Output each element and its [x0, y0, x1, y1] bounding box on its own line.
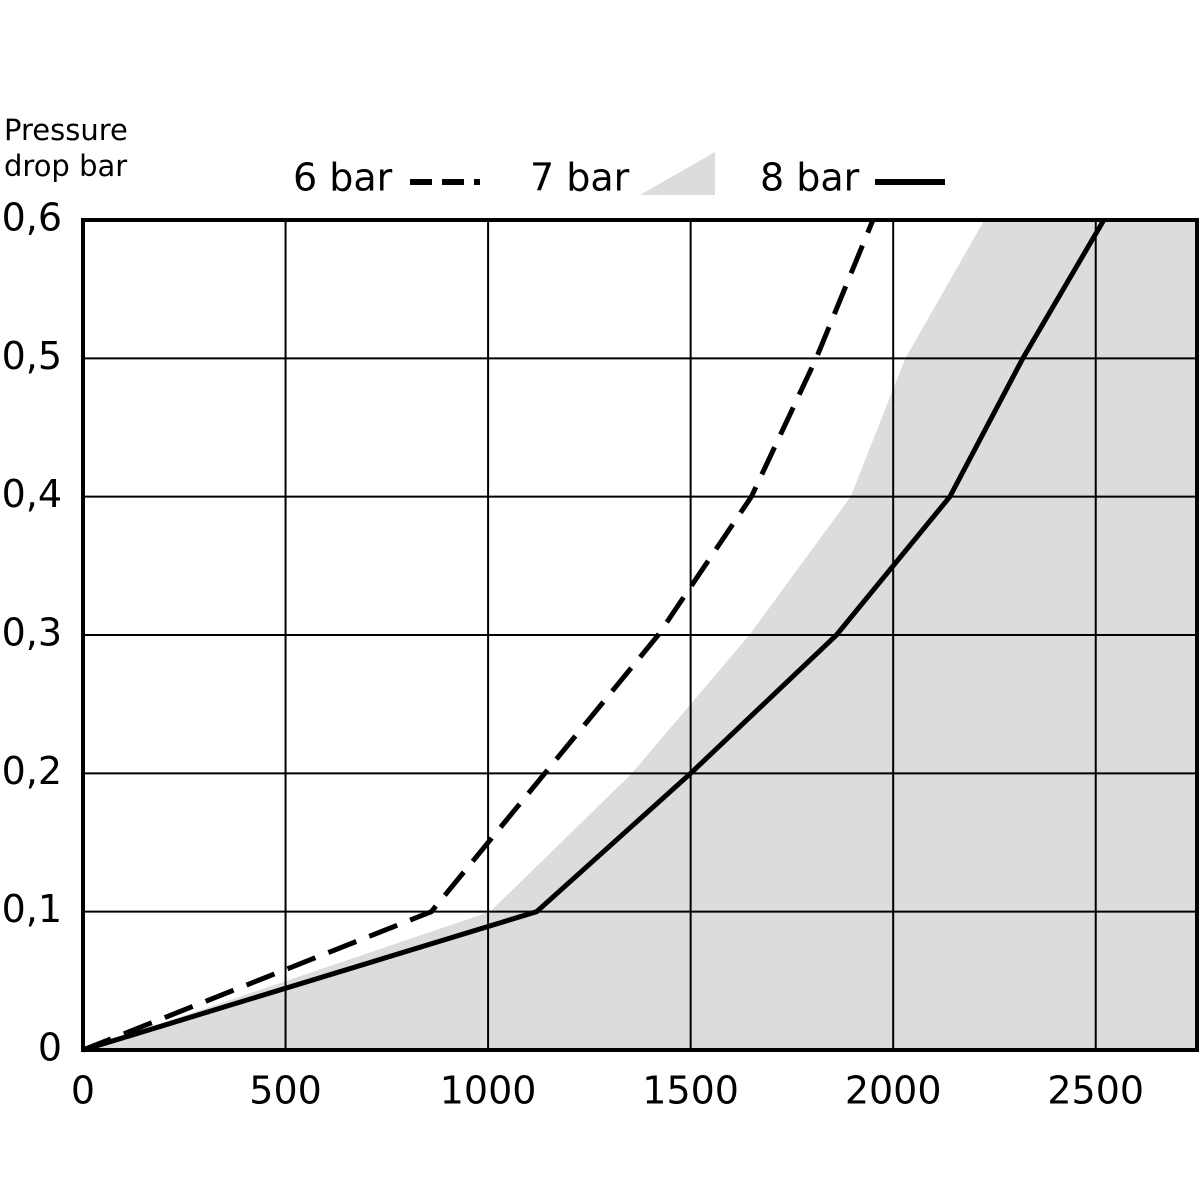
legend-label: 6 bar — [293, 156, 393, 200]
y-tick-label: 0,6 — [2, 196, 62, 240]
y-tick-label: 0,5 — [2, 334, 62, 378]
y-axis-label: Pressure drop bar — [4, 113, 128, 183]
y-tick-label: 0,3 — [2, 611, 62, 655]
x-tick-label: 500 — [249, 1069, 322, 1113]
area — [83, 220, 1197, 1050]
legend-swatch — [640, 152, 715, 195]
y-tick-label: 0,4 — [2, 472, 62, 516]
y-tick-label: 0,1 — [2, 887, 62, 931]
y-tick-label: 0 — [38, 1026, 62, 1070]
plot-frame — [81, 218, 1199, 1052]
y-tick-label: 0,2 — [2, 749, 62, 793]
x-tick-label: 0 — [71, 1069, 95, 1113]
x-tick-label: 2000 — [845, 1069, 942, 1113]
x-tick-label: 1500 — [642, 1069, 739, 1113]
x-tick-label: 1000 — [440, 1069, 537, 1113]
legend-label: 7 bar — [530, 156, 630, 200]
x-tick-label: 2500 — [1047, 1069, 1144, 1113]
legend-label: 8 bar — [760, 156, 860, 200]
